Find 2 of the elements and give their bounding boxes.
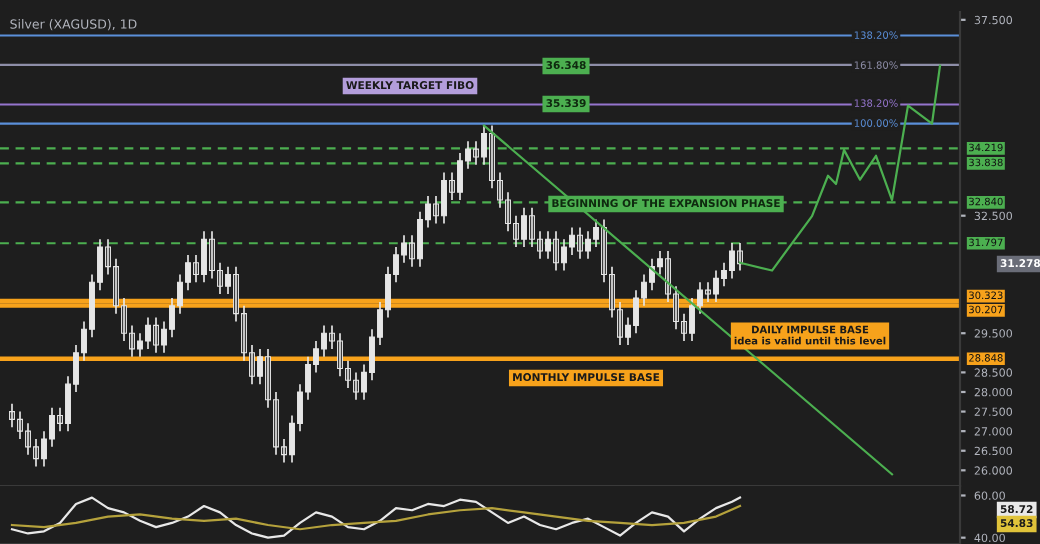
line-series [10, 504, 742, 531]
line-series [10, 496, 742, 539]
